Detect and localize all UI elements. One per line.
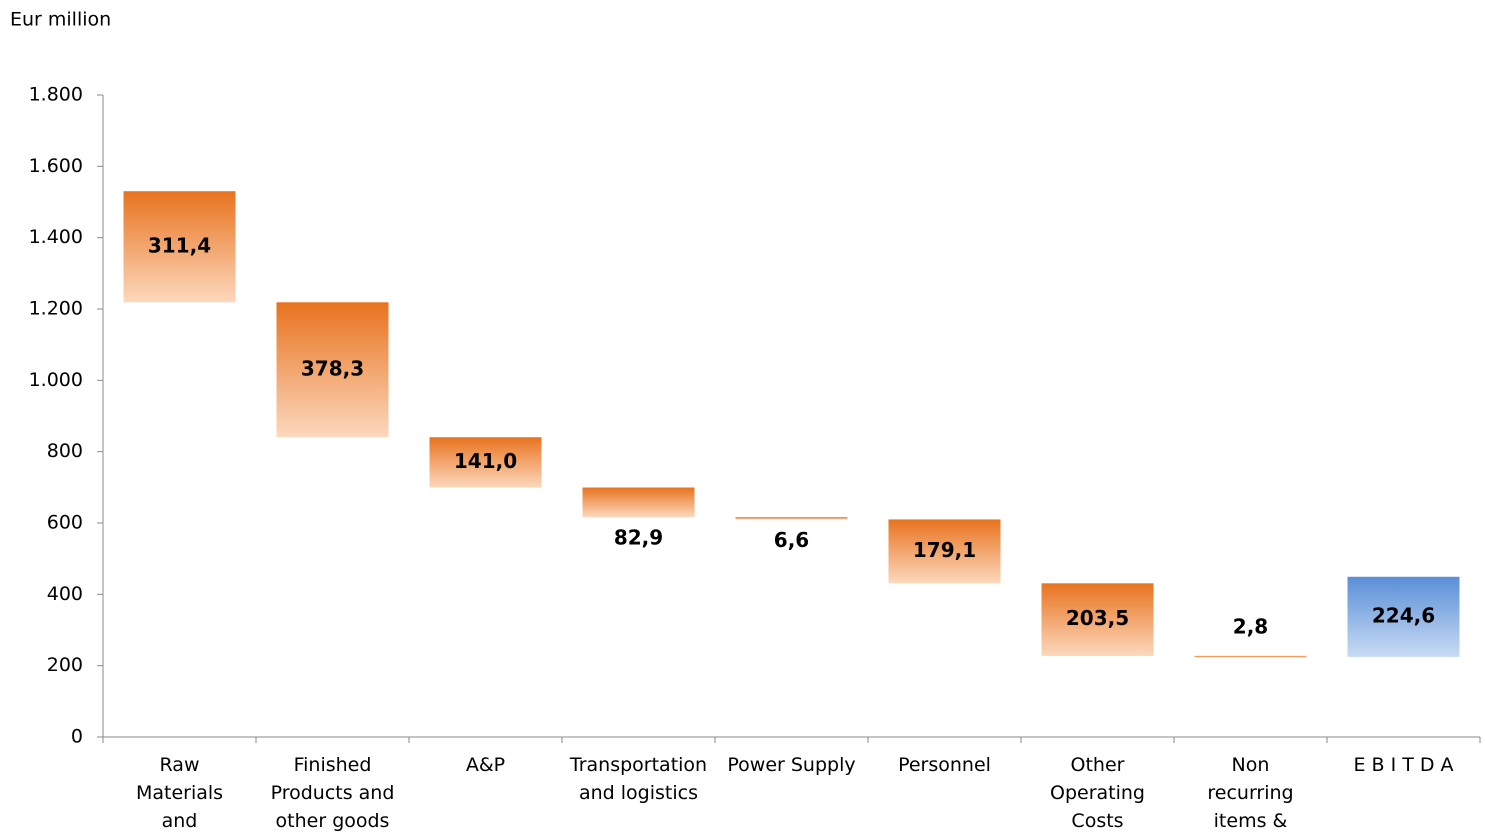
x-tick-label-box: E B I T D A (1353, 754, 1454, 776)
y-tick-label: 0 (71, 726, 83, 748)
y-tick-label: 600 (47, 512, 83, 534)
x-tick-label: Transportation and logistics (569, 754, 708, 804)
y-tick-label: 1.600 (29, 155, 83, 177)
x-tick-label: Power Supply (727, 754, 856, 776)
bar (888, 519, 1001, 584)
bar (1194, 655, 1307, 658)
value-label: 2,8 (1233, 614, 1268, 638)
y-tick-label: 400 (47, 583, 83, 605)
x-tick-label: Non recurring items & BRAUN (1207, 754, 1294, 832)
x-tick-label: Other Operating Costs (1050, 754, 1145, 832)
x-tick-label-box: Transportation and logistics (569, 754, 708, 804)
x-tick-label-box: Power Supply (727, 754, 856, 776)
value-label: 179,1 (913, 538, 976, 562)
bar (582, 487, 695, 518)
value-label: 378,3 (301, 356, 364, 380)
x-tick-label: Raw Materials and Components (135, 754, 224, 832)
value-label: 203,5 (1066, 606, 1129, 630)
y-tick-label: 200 (47, 654, 83, 676)
x-tick-label-box: Personnel (898, 754, 991, 776)
value-label: 6,6 (774, 528, 809, 552)
value-label: 141,0 (454, 449, 517, 473)
y-tick-label: 1.000 (29, 369, 83, 391)
x-tick-label-box: A&P (465, 754, 506, 776)
x-tick-label: Personnel (898, 754, 991, 776)
x-tick-label: A&P (465, 754, 506, 776)
value-label: 311,4 (148, 233, 211, 257)
x-tick-label-box: Other Operating Costs (1050, 754, 1145, 832)
y-axis-label: Eur million (10, 9, 111, 31)
y-tick-label: 1.800 (29, 84, 83, 106)
bar (429, 437, 542, 488)
bar (123, 191, 236, 303)
y-tick-label: 1.400 (29, 226, 83, 248)
x-tick-label: Finished Products and other goods (270, 754, 395, 832)
y-tick-label: 800 (47, 440, 83, 462)
value-label: 224,6 (1372, 603, 1435, 627)
bar (276, 302, 389, 438)
x-tick-label-box: Non recurring items & BRAUN (1207, 754, 1294, 832)
x-tick-label: E B I T D A (1353, 754, 1454, 776)
bar (1347, 576, 1460, 657)
y-tick-label: 1.200 (29, 298, 83, 320)
x-tick-label-box: Raw Materials and Components (135, 754, 224, 832)
bar (1041, 583, 1154, 656)
value-label: 82,9 (614, 526, 663, 550)
bar (735, 517, 848, 520)
x-tick-label-box: Finished Products and other goods (270, 754, 395, 832)
